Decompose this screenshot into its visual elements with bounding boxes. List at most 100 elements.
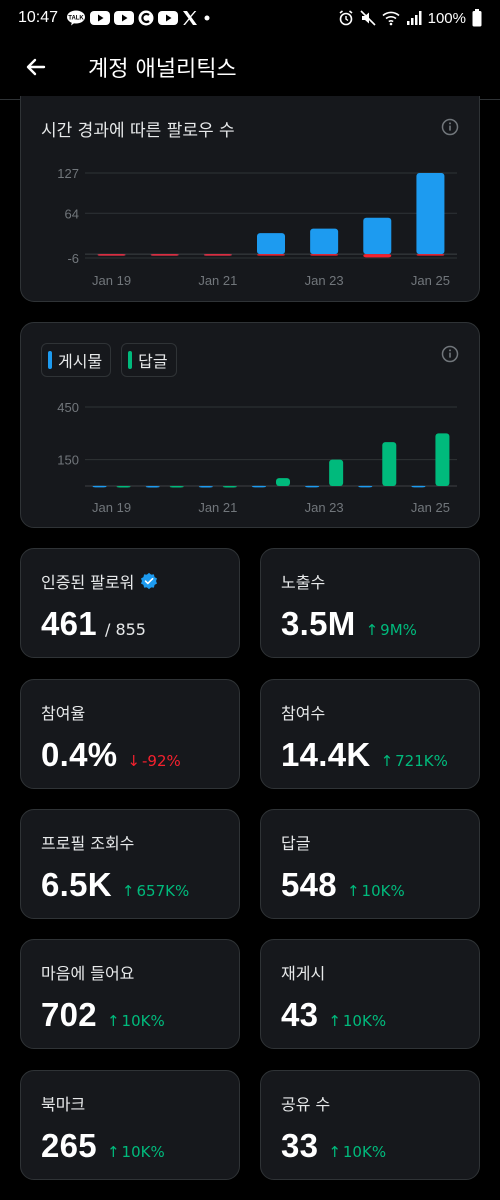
posts-replies-chart: 450 150 Jan 19 Jan 21 Jan 23 Jan 25 <box>57 400 457 515</box>
x-tick-label: Jan 25 <box>411 273 450 288</box>
x-tick-label: Jan 19 <box>92 500 131 515</box>
x-tick-label: Jan 23 <box>305 273 344 288</box>
notification-icons: TALK <box>66 10 212 26</box>
y-tick-label: 64 <box>65 206 79 221</box>
arrow-up-icon: ↑ <box>328 1012 341 1030</box>
battery-icon <box>472 9 482 27</box>
stat-change-value: 721K% <box>395 752 448 770</box>
stat-value-row: 265 ↑ 10K% <box>41 1127 165 1165</box>
stat-label-text: 인증된 팔로워 <box>41 573 135 592</box>
arrow-up-icon: ↑ <box>380 752 394 770</box>
verified-badge-icon <box>141 572 158 590</box>
stat-value: 33 <box>281 1127 319 1164</box>
info-icon[interactable] <box>441 345 459 363</box>
signal-icon <box>406 10 422 26</box>
stat-card-verified-followers[interactable]: 인증된 팔로워 461 / 855 <box>20 548 240 658</box>
chart-bar <box>257 254 285 256</box>
stat-change: ↑ 10K% <box>347 882 405 900</box>
y-tick-label: -6 <box>67 251 79 266</box>
stat-card-profile-visits[interactable]: 프로필 조회수 6.5K ↑ 657K% <box>20 809 240 919</box>
stat-value: 461 <box>41 605 97 642</box>
wifi-icon <box>382 10 400 26</box>
chart-bar <box>222 486 237 488</box>
stat-value-row: 3.5M ↑ 9M% <box>281 605 417 643</box>
legend-posts[interactable]: 게시물 <box>41 343 112 377</box>
stat-change: ↓ -92% <box>127 752 180 770</box>
chart-bar <box>116 486 131 488</box>
stat-value: 43 <box>281 996 319 1033</box>
stat-card-bookmarks[interactable]: 북마크 265 ↑ 10K% <box>20 1070 240 1180</box>
alarm-icon <box>338 10 354 26</box>
stat-total: / 855 <box>104 620 146 639</box>
chart-bar <box>92 485 107 488</box>
stat-change: ↑ 10K% <box>328 1012 386 1030</box>
stat-card-engagements[interactable]: 참여수 14.4K ↑ 721K% <box>260 679 480 789</box>
stat-label: 인증된 팔로워 <box>41 569 158 593</box>
status-time: 10:47 <box>18 9 59 26</box>
stat-value-row: 0.4% ↓ -92% <box>41 736 181 774</box>
stat-label: 참여수 <box>281 704 326 723</box>
arrow-up-icon: ↑ <box>328 1143 341 1161</box>
chart-bar <box>416 254 445 256</box>
legend-label: 게시물 <box>58 352 103 371</box>
stat-change: ↑ 10K% <box>107 1012 165 1030</box>
arrow-up-icon: ↑ <box>365 621 379 639</box>
mute-icon <box>360 10 376 26</box>
legend-swatch <box>48 351 52 369</box>
stat-value-row: 6.5K ↑ 657K% <box>41 866 189 904</box>
arrow-up-icon: ↑ <box>106 1012 120 1030</box>
x-tick-label: Jan 19 <box>92 273 131 288</box>
stat-card-shares[interactable]: 공유 수 33 ↑ 10K% <box>260 1070 480 1180</box>
stat-card-likes[interactable]: 마음에 들어요 702 ↑ 10K% <box>20 939 240 1049</box>
stat-card-replies[interactable]: 답글 548 ↑ 10K% <box>260 809 480 919</box>
followers-chart-card: 시간 경과에 따른 팔로우 수 127 64 -6 Jan 19 Jan 21 Jan 2… <box>20 96 480 302</box>
stat-change-value: -92% <box>142 752 181 770</box>
stat-card-impressions[interactable]: 노출수 3.5M ↑ 9M% <box>260 548 480 658</box>
stat-card-reposts[interactable]: 재게시 43 ↑ 10K% <box>260 939 480 1049</box>
stat-change-value: 10K% <box>121 1012 165 1030</box>
stat-value-row: 702 ↑ 10K% <box>41 996 165 1034</box>
x-icon <box>182 10 198 26</box>
chart-bar <box>145 486 160 488</box>
x-tick-label: Jan 21 <box>198 500 237 515</box>
followers-chart: 127 64 -6 Jan 19 Jan 21 Jan 23 Jan 25 <box>57 166 457 288</box>
chart-bar <box>382 442 397 486</box>
stat-change-value: 657K% <box>136 882 190 900</box>
x-tick-label: Jan 25 <box>411 500 450 515</box>
arrow-up-icon: ↑ <box>121 882 135 900</box>
chart-bar <box>198 486 213 488</box>
stat-change: ↑ 10K% <box>328 1143 386 1161</box>
stat-value: 0.4% <box>41 736 118 773</box>
stat-change-value: 10K% <box>342 1012 387 1030</box>
youtube-icon <box>90 11 111 25</box>
stat-value: 548 <box>281 866 337 903</box>
arrow-up-icon: ↑ <box>106 1143 120 1161</box>
stat-change: ↑ 657K% <box>122 882 189 900</box>
chart-bar <box>276 478 290 486</box>
stat-label: 답글 <box>281 834 311 853</box>
chart-bar <box>305 485 320 488</box>
chart-bar <box>169 486 184 488</box>
legend-replies[interactable]: 답글 <box>121 343 177 377</box>
stat-value-row: 461 / 855 <box>41 605 146 643</box>
chart-bar <box>329 459 344 486</box>
c-app-icon <box>138 10 154 26</box>
back-button[interactable] <box>8 39 64 95</box>
chart-bar <box>310 228 339 255</box>
system-icons: 100% <box>338 9 482 27</box>
posts-replies-chart-card: 게시물 답글 450 150 Jan 19 Jan 21 Jan 23 Jan 25 <box>20 322 480 528</box>
stat-card-engagement-rate[interactable]: 참여율 0.4% ↓ -92% <box>20 679 240 789</box>
stat-value: 14.4K <box>281 736 371 773</box>
stat-change-value: 9M% <box>380 621 417 639</box>
stat-label: 북마크 <box>41 1095 86 1114</box>
stat-label: 공유 수 <box>281 1095 331 1114</box>
stat-value: 702 <box>41 996 97 1033</box>
chart-bar <box>358 485 373 488</box>
info-icon[interactable] <box>441 118 459 136</box>
stat-value-row: 33 ↑ 10K% <box>281 1127 386 1165</box>
chart-bar <box>150 254 179 256</box>
svg-text:TALK: TALK <box>68 16 84 22</box>
chart-bar <box>411 485 426 488</box>
x-tick-label: Jan 23 <box>305 500 344 515</box>
stat-label: 마음에 들어요 <box>41 964 135 983</box>
